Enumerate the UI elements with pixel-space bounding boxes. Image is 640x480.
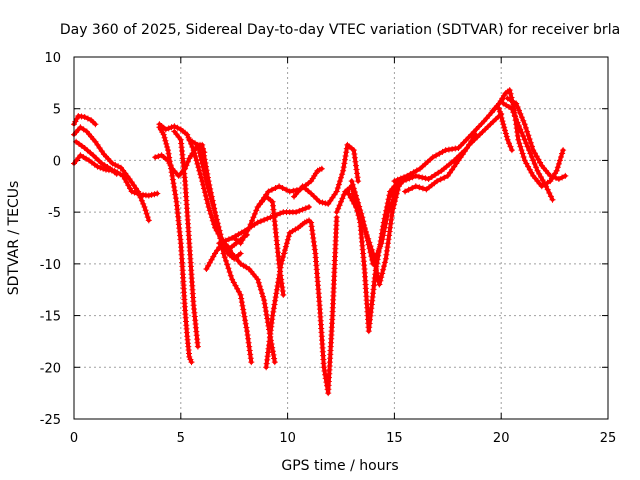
series-line [72, 125, 151, 223]
series-markers [291, 141, 362, 207]
series-arc-13 [254, 165, 325, 210]
series-arc-7 [156, 121, 250, 252]
series-markers [263, 217, 312, 371]
series-line [403, 111, 504, 194]
series-markers [308, 214, 340, 397]
series-markers [402, 110, 505, 195]
y-axis-label: SDTVAR / TECUs [6, 181, 22, 296]
chart-title: Day 360 of 2025, Sidereal Day-to-day VTE… [60, 22, 620, 38]
x-tick-label: 5 [177, 431, 185, 446]
x-tick-label: 10 [279, 431, 296, 446]
series-arc-14 [216, 204, 312, 247]
y-tick-label: -15 [40, 310, 61, 325]
series-arc-16 [308, 214, 340, 397]
x-axis-label: GPS time / hours [281, 458, 398, 474]
series-arc-5 [156, 124, 195, 366]
series-line [255, 166, 324, 209]
series-arc-26 [504, 95, 569, 182]
series-markers [348, 178, 398, 267]
x-tick-label: 15 [386, 431, 403, 446]
series-arc-8 [171, 128, 201, 350]
x-tick-label: 20 [493, 431, 510, 446]
plot-frame [73, 56, 609, 420]
data-series [71, 87, 569, 397]
series-markers [203, 238, 278, 366]
series-markers [71, 124, 152, 224]
x-tick-label: 25 [600, 431, 617, 446]
series-arc-2 [71, 113, 99, 128]
series-arc-17 [291, 141, 362, 207]
y-tick-label: -20 [40, 361, 61, 376]
series-arc-4 [73, 138, 120, 177]
series-arc-15 [263, 217, 312, 371]
series-arc-3 [71, 124, 152, 224]
axis-ticks: 0 5 10 15 20 25 -25 -20 -15 -10 -5 0 5 10 [40, 51, 617, 446]
y-tick-label: 10 [44, 51, 61, 66]
series-arc-11 [203, 238, 278, 366]
series-markers [500, 100, 556, 203]
series-arc-27 [496, 105, 515, 154]
series-arc-22 [402, 110, 505, 195]
y-tick-label: 0 [53, 154, 61, 169]
series-arc-25 [500, 100, 556, 203]
series-markers [156, 121, 250, 252]
series-markers [156, 124, 195, 366]
y-tick-label: -5 [48, 206, 61, 221]
y-tick-label: -10 [40, 258, 61, 273]
series-arc-20 [348, 178, 398, 267]
series-markers [73, 138, 120, 177]
series-line [392, 96, 506, 184]
series-markers [504, 95, 569, 182]
series-markers [171, 128, 201, 350]
y-tick-label: -25 [40, 413, 61, 428]
x-tick-label: 0 [70, 431, 78, 446]
series-line [74, 139, 119, 176]
series-markers [496, 105, 515, 154]
grid [74, 57, 608, 419]
y-tick-label: 5 [53, 103, 61, 118]
series-markers [216, 204, 312, 247]
